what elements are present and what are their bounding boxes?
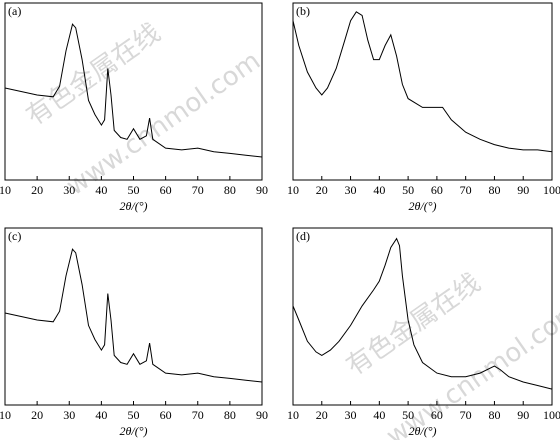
- plot-frame: [292, 227, 553, 406]
- x-tick-label: 60: [160, 183, 172, 197]
- x-tick-label: 40: [95, 408, 107, 422]
- watermark: 有色金属在线: [341, 268, 486, 382]
- x-tick-label: 80: [488, 183, 500, 197]
- x-axis-label: 2θ/(°): [408, 424, 436, 438]
- x-tick-label: 40: [373, 408, 385, 422]
- x-tick-label: 90: [256, 408, 268, 422]
- panel-label: (b): [296, 4, 310, 18]
- x-tick-label: 50: [128, 183, 140, 197]
- plot-frame: [292, 2, 553, 181]
- xrd-line: [292, 11, 553, 153]
- plot-frame: [4, 227, 263, 406]
- panel-label: (c): [8, 229, 21, 243]
- x-tick-label: 40: [95, 183, 107, 197]
- x-tick-label: 70: [192, 183, 204, 197]
- x-tick-label: 10: [0, 408, 11, 422]
- x-tick-label: 50: [128, 408, 140, 422]
- x-tick-label: 30: [63, 183, 75, 197]
- x-tick-label: 70: [192, 408, 204, 422]
- x-tick-label: 10: [287, 408, 299, 422]
- x-tick-label: 60: [431, 408, 443, 422]
- x-tick-label: 80: [488, 408, 500, 422]
- x-tick-label: 50: [402, 408, 414, 422]
- x-tick-label: 80: [224, 183, 236, 197]
- panel-label: (a): [8, 4, 21, 18]
- x-axis-label: 2θ/(°): [119, 424, 147, 438]
- x-tick-label: 90: [517, 408, 529, 422]
- x-tick-label: 100: [543, 408, 560, 422]
- x-tick-label: 20: [316, 183, 328, 197]
- watermark: 有色金属在线: [21, 18, 166, 132]
- x-axis-label: 2θ/(°): [408, 199, 436, 213]
- x-tick-label: 70: [460, 183, 472, 197]
- x-tick-label: 20: [31, 183, 43, 197]
- x-tick-label: 30: [63, 408, 75, 422]
- x-tick-label: 30: [345, 183, 357, 197]
- x-tick-label: 60: [431, 183, 443, 197]
- x-tick-label: 10: [287, 183, 299, 197]
- x-tick-label: 90: [256, 183, 268, 197]
- x-tick-label: 30: [345, 408, 357, 422]
- x-tick-label: 80: [224, 408, 236, 422]
- x-tick-label: 40: [373, 183, 385, 197]
- x-tick-label: 50: [402, 183, 414, 197]
- x-tick-label: 100: [543, 183, 560, 197]
- x-tick-label: 20: [31, 408, 43, 422]
- x-tick-label: 90: [517, 183, 529, 197]
- xrd-line: [4, 248, 263, 383]
- watermark-group: 有色金属在线 www.cnnmol.com 有色金属在线 www.cnnmol.…: [21, 18, 560, 440]
- x-tick-label: 60: [160, 408, 172, 422]
- x-tick-label: 20: [316, 408, 328, 422]
- x-tick-label: 70: [460, 408, 472, 422]
- xrd-line: [4, 23, 263, 158]
- xrd-line: [292, 237, 553, 390]
- x-axis-label: 2θ/(°): [119, 199, 147, 213]
- x-tick-label: 10: [0, 183, 11, 197]
- panel-label: (d): [296, 229, 310, 243]
